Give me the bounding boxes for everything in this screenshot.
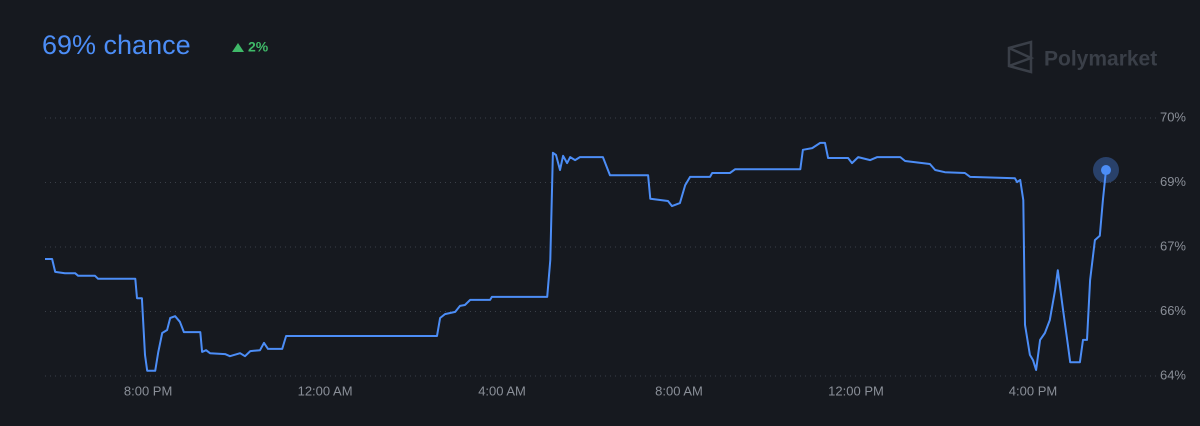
y-tick-label: 66% — [1160, 303, 1186, 318]
brand-logo — [1007, 40, 1035, 74]
y-tick-label: 67% — [1160, 238, 1186, 253]
x-tick-label: 8:00 PM — [124, 383, 172, 398]
y-tick-label: 70% — [1160, 109, 1186, 124]
end-point — [1101, 165, 1111, 176]
y-tick-label: 64% — [1160, 367, 1186, 382]
x-tick-label: 4:00 AM — [478, 383, 526, 398]
change: 2% — [248, 39, 269, 55]
x-tick-label: 12:00 AM — [298, 383, 353, 398]
x-tick-label: 8:00 AM — [655, 383, 703, 398]
x-tick-label: 4:00 PM — [1009, 383, 1057, 398]
x-tick-label: 12:00 PM — [828, 383, 884, 398]
brand: Polymarket — [1044, 48, 1157, 71]
y-tick-label: 69% — [1160, 174, 1186, 189]
chart-title: 69% chance — [42, 30, 191, 60]
line — [45, 141, 1107, 372]
up-arrow — [232, 43, 244, 52]
